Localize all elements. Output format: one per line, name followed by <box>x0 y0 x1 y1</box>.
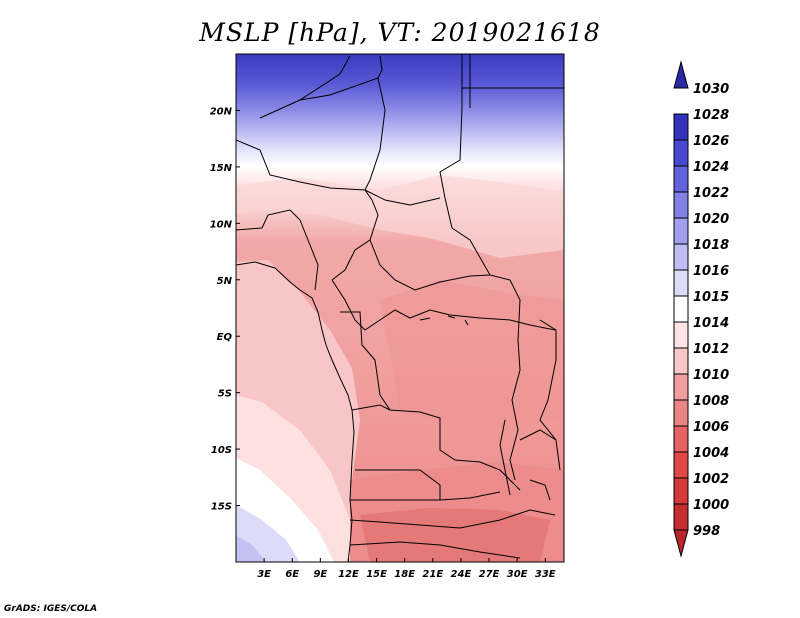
colorbar-label: 1008 <box>693 394 729 409</box>
colorbar-label: 1012 <box>693 342 729 357</box>
colorbar-label: 1028 <box>693 108 729 123</box>
colorbar-label: 1014 <box>693 316 729 331</box>
lon-tick-label: 18E <box>394 569 415 580</box>
colorbar-swatch <box>673 295 689 323</box>
colorbar-swatch <box>673 243 689 271</box>
lon-tick-label: 24E <box>451 569 472 580</box>
grads-credit: GrADS: IGES/COLA <box>4 604 98 614</box>
longitude-axis: 3E 6E 9E 12E 15E 18E 21E 24E 27E 30E 33E <box>257 558 556 580</box>
colorbar-swatch <box>673 217 689 245</box>
lon-tick-label: 27E <box>479 569 500 580</box>
colorbar-label: 1018 <box>693 238 729 253</box>
lon-tick-label: 9E <box>313 569 327 580</box>
colorbar-label: 1016 <box>693 264 729 279</box>
colorbar-swatch <box>673 191 689 219</box>
lat-tick-label: 15S <box>211 502 232 513</box>
colorbar-swatch <box>673 425 689 453</box>
pressure-field <box>236 54 564 562</box>
colorbar-swatch <box>673 373 689 401</box>
colorbar-swatch <box>673 399 689 427</box>
colorbar-label: 1026 <box>693 134 729 149</box>
map-frame <box>235 53 565 563</box>
lon-tick-label: 15E <box>366 569 387 580</box>
lat-tick-label: 5S <box>218 389 232 400</box>
colorbar-swatch <box>673 321 689 349</box>
latitude-axis: 20N 15N 10N 5N EQ 5S 10S 15S <box>210 106 240 513</box>
map-title: MSLP [hPa], VT: 2019021618 <box>199 18 601 47</box>
colorbar-label: 1015 <box>693 290 729 305</box>
lat-tick-label: EQ <box>217 332 233 343</box>
colorbar-label: 1020 <box>693 212 729 227</box>
colorbar-label: 1006 <box>693 420 729 435</box>
lon-tick-label: 30E <box>507 569 528 580</box>
lon-tick-label: 6E <box>285 569 299 580</box>
lat-tick-label: 15N <box>210 163 233 174</box>
colorbar-swatch <box>673 503 689 531</box>
colorbar-label: 1010 <box>693 368 729 383</box>
colorbar-swatch <box>673 113 689 141</box>
lon-tick-label: 21E <box>422 569 443 580</box>
colorbar-label: 1030 <box>693 82 729 97</box>
colorbar-label: 1024 <box>693 160 729 175</box>
lat-tick-label: 10N <box>210 219 233 230</box>
lon-tick-label: 12E <box>338 569 359 580</box>
colorbar-swatch <box>673 165 689 193</box>
colorbar-swatch <box>673 529 689 558</box>
colorbar-label: 1002 <box>693 472 729 487</box>
colorbar-swatch <box>673 451 689 479</box>
lat-tick-label: 5N <box>217 276 233 287</box>
lat-tick-label: 10S <box>211 445 232 456</box>
colorbar-label: 1004 <box>693 446 729 461</box>
colorbar-swatch <box>673 269 689 297</box>
lat-tick-label: 20N <box>210 106 233 117</box>
colorbar-swatch <box>673 60 689 89</box>
colorbar-label: 1022 <box>693 186 729 201</box>
colorbar-swatch <box>673 477 689 505</box>
colorbar-swatch <box>673 347 689 375</box>
colorbar-label: 998 <box>693 524 720 539</box>
lon-tick-label: 33E <box>535 569 556 580</box>
colorbar: 998 1000 1002 1004 1006 1008 1010 1012 1014 1015 1… <box>673 60 729 558</box>
lon-tick-label: 3E <box>257 569 271 580</box>
political-boundaries <box>236 54 564 562</box>
colorbar-swatch <box>673 139 689 167</box>
colorbar-label: 1000 <box>693 498 729 513</box>
